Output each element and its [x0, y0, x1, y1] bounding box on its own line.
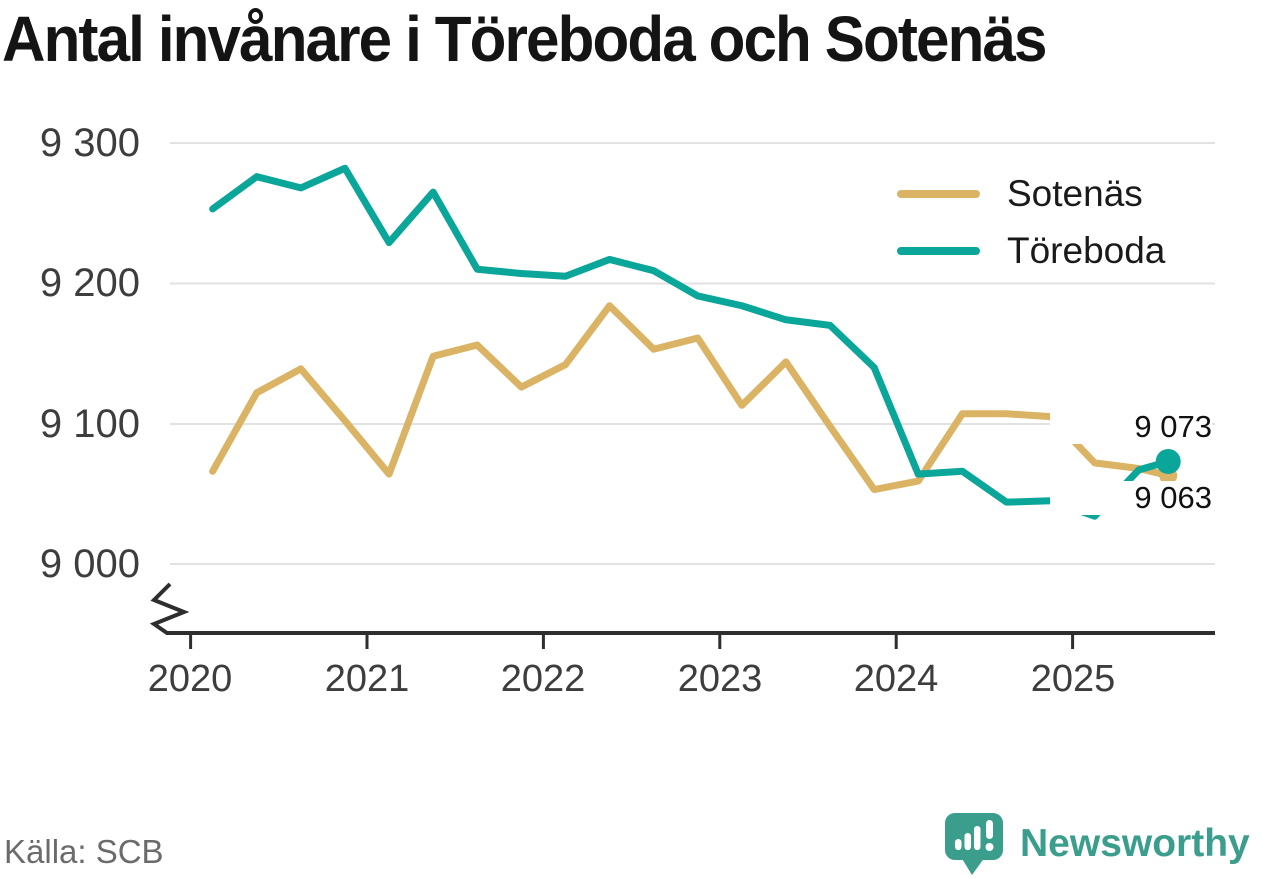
axis-ticks	[189, 635, 1075, 649]
end-dot-toreboda	[1155, 448, 1181, 474]
x-tick-2023: 2023	[677, 658, 763, 700]
end-label-toreboda: 9 073	[1050, 410, 1212, 444]
line-sotenas	[209, 302, 1172, 494]
x-tick-2024: 2024	[853, 658, 939, 700]
x-tick-2020: 2020	[147, 658, 233, 700]
legend-swatch-sotenas	[897, 190, 980, 198]
line-toreboda	[209, 164, 1172, 520]
source-note: Källa: SCB	[4, 833, 164, 870]
x-tick-2022: 2022	[500, 658, 586, 700]
page-title: Antal invånare i Töreboda och Sotenäs	[2, 3, 1048, 75]
legend-label-toreboda: Töreboda	[1007, 230, 1166, 271]
y-tick-9000: 9 000	[39, 542, 140, 586]
legend-swatch-toreboda	[897, 247, 980, 255]
y-tick-9100: 9 100	[39, 402, 140, 446]
newsworthy-logo-icon	[945, 813, 1003, 875]
y-tick-9200: 9 200	[39, 261, 140, 305]
axis-break-icon	[149, 582, 190, 635]
legend-item-sotenas: Sotenäs	[897, 172, 1157, 216]
x-tick-2021: 2021	[324, 658, 410, 700]
x-axis	[149, 582, 1215, 649]
end-label-sotenas: 9 063	[1050, 481, 1212, 515]
legend-item-toreboda: Töreboda	[897, 229, 1180, 273]
y-tick-9300: 9 300	[39, 121, 140, 165]
legend-label-sotenas: Sotenäs	[1007, 173, 1143, 214]
x-tick-2025: 2025	[1030, 658, 1116, 700]
newsworthy-wordmark: Newsworthy	[1020, 822, 1250, 865]
